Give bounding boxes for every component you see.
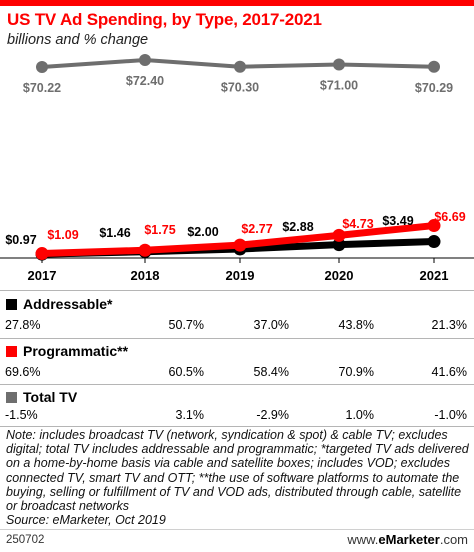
note-text: Note: includes broadcast TV (network, sy… <box>6 428 469 514</box>
programmatic-value-label: $2.77 <box>241 222 272 236</box>
table-cell: 50.7% <box>168 318 204 332</box>
chart-id: 250702 <box>6 534 45 546</box>
table-cell: -2.9% <box>256 408 289 422</box>
source-text: Source: eMarketer, Oct 2019 <box>6 513 166 528</box>
addressable-point <box>427 235 441 249</box>
programmatic-point <box>427 219 441 233</box>
addressable-value-label: $3.49 <box>382 214 413 228</box>
table-row-addressable: 27.8% 50.7% 37.0% 43.8% 21.3% <box>0 318 474 336</box>
table-cell: 43.8% <box>338 318 374 332</box>
total-tv-point <box>139 54 151 66</box>
total-tv-value-label: $70.30 <box>221 81 259 95</box>
table-cell: -1.0% <box>434 408 467 422</box>
table-cell: 37.0% <box>253 318 289 332</box>
table-cell: 41.6% <box>431 365 467 379</box>
chart-title: US TV Ad Spending, by Type, 2017-2021 <box>7 10 322 29</box>
table-cell: 27.8% <box>5 318 41 332</box>
programmatic-value-label: $6.69 <box>434 210 465 224</box>
divider <box>0 290 474 291</box>
total-tv-value-label: $72.40 <box>126 74 164 88</box>
footer-divider <box>0 529 474 530</box>
legend-swatch-programmatic <box>6 346 17 357</box>
x-tick-label: 2020 <box>325 268 354 283</box>
legend-swatch-addressable <box>6 299 17 310</box>
brand-url-suffix: .com <box>439 532 468 547</box>
total-tv-value-label: $71.00 <box>320 78 358 92</box>
divider <box>0 384 474 385</box>
programmatic-value-label: $4.73 <box>342 217 373 231</box>
programmatic-value-label: $1.75 <box>144 223 175 237</box>
addressable-value-label: $2.00 <box>187 225 218 239</box>
table-header-total-tv: Total TV <box>6 389 77 405</box>
table-cell: 1.0% <box>345 408 375 422</box>
total-tv-point <box>428 60 440 73</box>
table-title-programmatic: Programmatic** <box>23 343 129 359</box>
chart-area: $70.22 $72.40 $70.30 $71.00 $70.29 $0.97 $1.46… <box>0 54 474 283</box>
total-tv-value-label: $70.29 <box>415 81 453 95</box>
table-cell: 70.9% <box>338 365 374 379</box>
x-tick-label: 2019 <box>226 268 255 283</box>
programmatic-point <box>233 238 247 252</box>
brand-name: eMarketer <box>378 532 440 547</box>
chart-note: Note: includes broadcast TV (network, sy… <box>6 428 470 527</box>
programmatic-point <box>332 228 346 242</box>
table-cell: 69.6% <box>5 365 41 379</box>
total-tv-point <box>234 60 246 73</box>
addressable-value-label: $0.97 <box>5 233 36 247</box>
chart-subtitle: billions and % change <box>7 32 149 48</box>
table-cell: 58.4% <box>253 365 289 379</box>
addressable-point <box>332 238 346 252</box>
total-tv-point <box>36 61 48 73</box>
total-tv-point <box>333 58 345 71</box>
top-accent-bar <box>0 0 474 6</box>
table-header-addressable: Addressable* <box>6 296 112 312</box>
divider <box>0 338 474 339</box>
table-row-total-tv: -1.5% 3.1% -2.9% 1.0% -1.0% <box>0 408 474 426</box>
legend-swatch-total-tv <box>6 392 17 403</box>
x-tick-label: 2018 <box>131 268 160 283</box>
table-header-programmatic: Programmatic** <box>6 343 128 359</box>
table-row-programmatic: 69.6% 60.5% 58.4% 70.9% 41.6% <box>0 365 474 383</box>
divider <box>0 426 474 427</box>
brand-url-prefix: www. <box>347 532 379 547</box>
table-cell: -1.5% <box>5 408 38 422</box>
programmatic-value-label: $1.09 <box>47 228 78 242</box>
total-tv-value-label: $70.22 <box>23 81 61 95</box>
brand-url: www.eMarketer.com <box>347 532 468 547</box>
table-cell: 60.5% <box>168 365 204 379</box>
table-title-total-tv: Total TV <box>23 389 78 405</box>
programmatic-point <box>138 243 152 257</box>
programmatic-point <box>35 247 49 261</box>
x-tick-label: 2017 <box>28 268 57 283</box>
table-cell: 3.1% <box>175 408 205 422</box>
table-title-addressable: Addressable* <box>23 296 113 312</box>
addressable-value-label: $1.46 <box>99 226 130 240</box>
addressable-value-label: $2.88 <box>282 220 313 234</box>
x-tick-label: 2021 <box>420 268 449 283</box>
table-cell: 21.3% <box>431 318 467 332</box>
